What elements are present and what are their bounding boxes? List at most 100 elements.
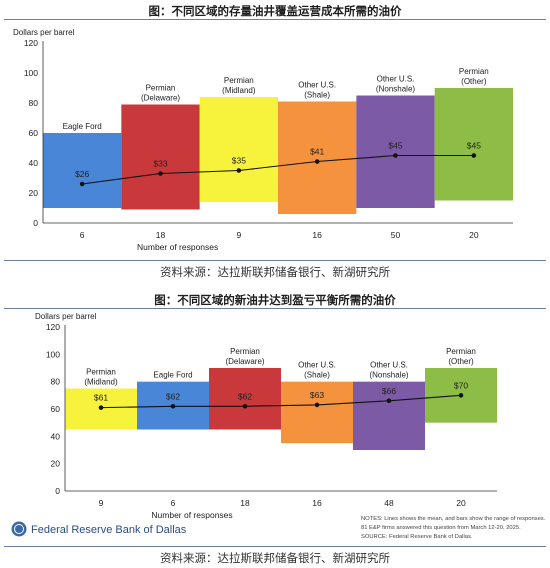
x-axis-label: Number of responses [151,510,232,520]
mean-data-label: $26 [75,169,89,179]
range-bar [356,95,435,208]
range-bar [199,97,278,202]
chart-2-svg: Dollars per barrel 0 20 40 60 80 100 120 Permian… [11,312,546,540]
mean-point [170,403,176,409]
mean-point [471,153,477,158]
x-tick-label: 18 [156,230,166,240]
x-axis-label: Number of responses [137,242,218,252]
mean-line [82,154,474,185]
category-label: (Midland) [222,86,256,95]
chart-note: SOURCE: Federal Reserve Bank of Dallas. [361,534,473,540]
y-tick-label: 20 [29,188,39,198]
y-tick-label: 40 [29,158,39,168]
x-tick-label: 16 [312,230,322,240]
mean-data-label: $61 [94,393,108,403]
category-label: Permian [224,76,254,85]
category-label: Eagle Ford [153,371,192,380]
figure-1-title: 图：不同区域的存量油井覆盖运营成本所需的油价 [148,4,402,18]
range-bar [43,133,122,208]
mean-point [98,405,104,410]
mean-data-label: $70 [454,380,468,390]
y-axis-label: Dollars per barrel [13,28,75,37]
x-tick-label: 48 [384,498,394,508]
mean-point [242,403,248,409]
figure-2-bottom-rule [4,546,546,547]
mean-data-label: $41 [310,147,324,157]
category-label: Permian [446,347,476,356]
x-tick-label: 9 [99,498,104,508]
mean-data-label: $66 [382,386,396,396]
figure-2-title: 图：不同区域的新油井达到盈亏平衡所需的油价 [154,293,396,307]
mean-point [158,171,163,176]
federal-reserve-logo [11,521,27,537]
y-tick-label: 0 [33,218,38,228]
x-tick-label: 16 [312,498,322,508]
mean-data-label: $62 [238,391,252,401]
category-label: (Delaware) [225,357,264,366]
x-tick-label: 18 [240,498,250,508]
seal-icon-ring [14,524,24,534]
category-label: (Other) [448,357,474,366]
range-bar [278,101,357,214]
category-label: Eagle Ford [63,122,102,131]
y-tick-label: 80 [29,98,39,108]
y-tick-label: 40 [51,431,61,441]
x-tick-label: 20 [456,498,466,508]
x-tick-label: 9 [236,230,241,240]
x-tick-label: 6 [80,230,85,240]
range-bar [121,104,200,210]
figure-1-chart: Dollars per barrel 0 20 40 60 80 100 120 Eagle F… [4,20,546,260]
x-tick-label: 50 [391,230,401,240]
y-tick-label: 100 [24,68,38,78]
category-label: Permian [86,368,116,377]
category-label: (Nonshale) [376,85,415,94]
y-tick-label: 100 [46,349,60,359]
logo-text: Federal Reserve Bank of Dallas [31,524,187,536]
y-tick-label: 120 [46,322,60,332]
figure-2-chart: Dollars per barrel 0 20 40 60 80 100 120 Permian… [4,309,546,546]
mean-point [314,402,320,408]
mean-point [458,393,464,398]
mean-line [100,394,462,409]
category-label: (Nonshale) [369,371,408,380]
mean-point [314,159,320,164]
figure-1-bottom-rule [4,260,546,261]
mean-data-label: $33 [153,159,167,169]
category-label: Permian [146,84,176,93]
category-label: Other U.S. [370,361,408,370]
figure-1-top-rule [4,19,546,20]
range-bar [209,368,281,430]
mean-data-label: $45 [388,141,402,151]
mean-data-label: $63 [310,390,324,400]
category-label: (Delaware) [141,94,180,103]
y-tick-label: 60 [51,404,61,414]
category-label: Permian [459,67,489,76]
category-label: (Midland) [84,378,118,387]
category-label: (Shale) [304,371,330,380]
category-label: Other U.S. [298,361,336,370]
y-tick-label: 120 [24,38,38,48]
mean-data-label: $62 [166,391,180,401]
range-bar [353,381,425,450]
chart-note: NOTES: Lines shows the mean, and bars sh… [361,516,546,522]
mean-point [393,153,398,158]
y-tick-label: 20 [51,459,61,469]
range-bar [434,88,513,201]
x-tick-label: 20 [469,230,479,240]
category-label: Other U.S. [377,75,415,84]
range-bar [281,381,353,444]
y-tick-label: 0 [55,486,60,496]
category-label: (Other) [461,77,487,86]
mean-point [79,181,85,187]
x-tick-label: 6 [171,498,176,508]
y-axis-label: Dollars per barrel [35,312,97,321]
chart-1-svg: Dollars per barrel 0 20 40 60 80 100 120 Eagle F… [13,28,513,252]
category-label: Permian [230,347,260,356]
seal-icon [11,521,27,537]
category-label: Other U.S. [298,81,336,90]
figure-2-top-rule [4,308,546,309]
mean-point [236,168,242,173]
category-label: (Shale) [304,91,330,100]
chart-note: 81 E&P firms answered this question from… [361,525,521,531]
mean-point [386,398,392,404]
